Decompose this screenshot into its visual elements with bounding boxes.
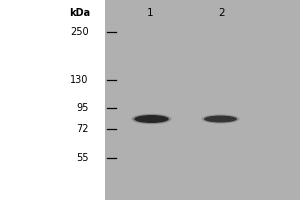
Text: 95: 95 bbox=[76, 103, 88, 113]
Bar bbox=[105, 0, 300, 200]
Ellipse shape bbox=[202, 114, 239, 124]
Text: 2: 2 bbox=[219, 8, 225, 18]
Ellipse shape bbox=[134, 115, 169, 123]
Text: kDa: kDa bbox=[69, 8, 90, 18]
Text: 130: 130 bbox=[70, 75, 88, 85]
Text: 72: 72 bbox=[76, 124, 88, 134]
Ellipse shape bbox=[132, 114, 171, 124]
Text: 55: 55 bbox=[76, 153, 88, 163]
Text: 250: 250 bbox=[70, 27, 88, 37]
Text: 1: 1 bbox=[147, 8, 153, 18]
Ellipse shape bbox=[204, 116, 237, 122]
